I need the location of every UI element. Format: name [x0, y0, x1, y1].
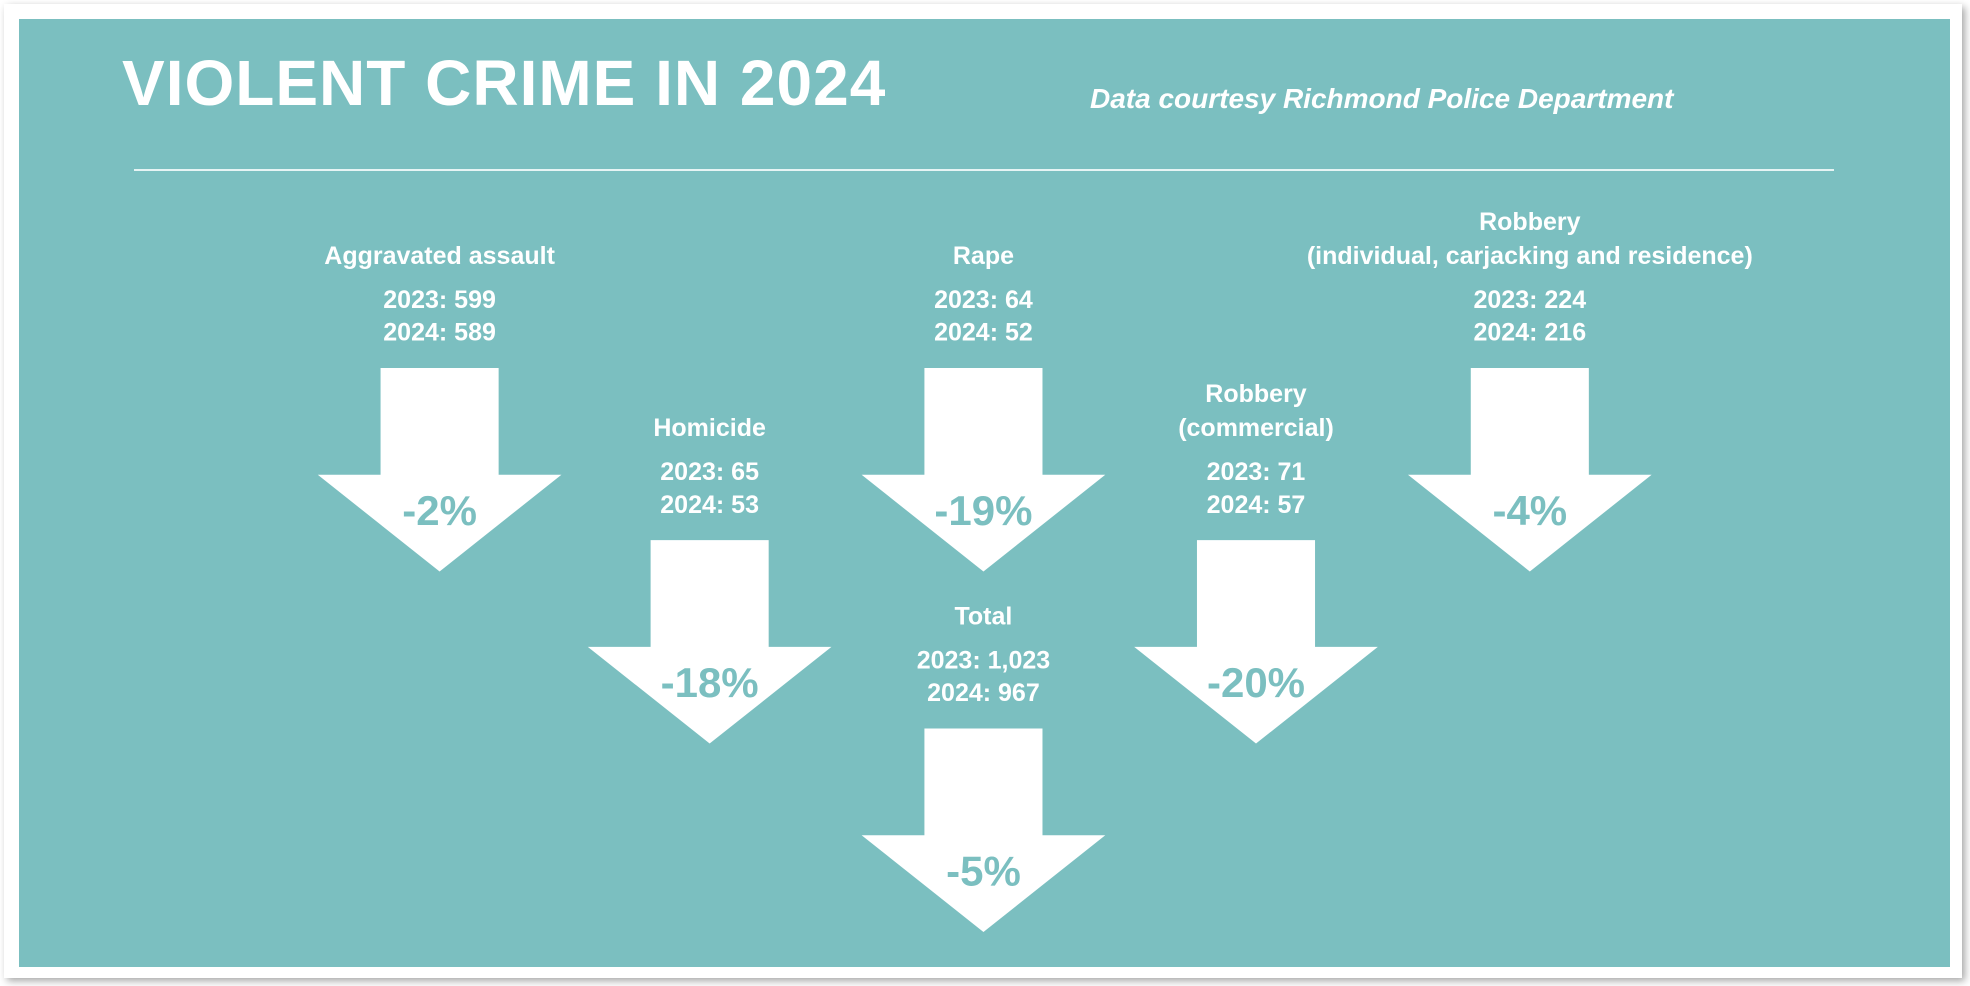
- item-label: (commercial): [1178, 414, 1334, 442]
- stat-line: 2023: 64: [934, 286, 1033, 314]
- stat-line: 2024: 53: [660, 491, 759, 519]
- item-label: Robbery: [1205, 380, 1307, 408]
- item-label: Rape: [953, 242, 1014, 270]
- arrow: [1407, 368, 1652, 572]
- stat-line: 2024: 216: [1474, 319, 1587, 347]
- item-label: Homicide: [653, 414, 766, 442]
- source: Data courtesy Richmond Police Department: [1090, 83, 1675, 114]
- stat-line: 2023: 224: [1474, 286, 1587, 314]
- change: -2%: [402, 487, 477, 534]
- change: -20%: [1207, 659, 1305, 706]
- item-label: Total: [955, 603, 1013, 631]
- stat-line: 2024: 57: [1207, 491, 1306, 519]
- stat-line: 2023: 1,023: [917, 647, 1050, 675]
- stat-line: 2024: 967: [927, 679, 1040, 707]
- stat-line: 2023: 599: [383, 286, 496, 314]
- arrow: [861, 728, 1106, 932]
- change: -18%: [661, 659, 759, 706]
- arrow: [587, 540, 832, 744]
- stat-line: 2024: 52: [934, 319, 1033, 347]
- change: -5%: [946, 847, 1021, 894]
- arrow: [1134, 540, 1378, 744]
- stat-line: 2023: 71: [1207, 458, 1306, 486]
- change: -19%: [934, 487, 1032, 534]
- item-label: Aggravated assault: [324, 242, 555, 270]
- stat-line: 2023: 65: [660, 458, 759, 486]
- stat-line: 2024: 589: [383, 319, 496, 347]
- arrow: [317, 368, 562, 572]
- title: VIOLENT CRIME IN 2024: [122, 47, 886, 119]
- item-label: Robbery: [1479, 208, 1581, 236]
- change: -4%: [1492, 487, 1567, 534]
- item-label: (individual, carjacking and residence): [1307, 242, 1753, 270]
- arrow: [861, 368, 1106, 572]
